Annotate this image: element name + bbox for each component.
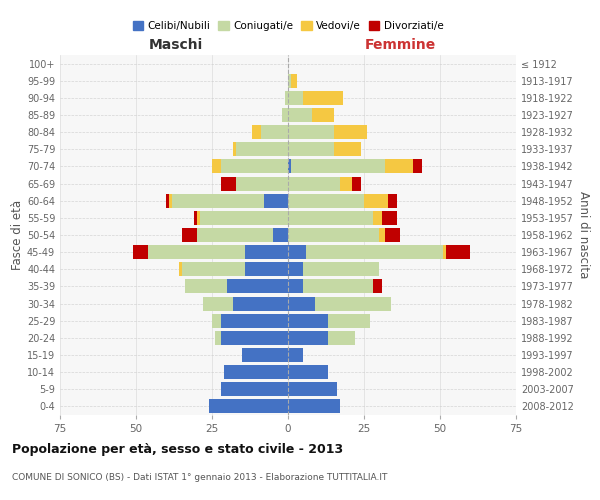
- Bar: [306, 245, 443, 259]
- Bar: [291, 160, 385, 173]
- Bar: [251, 125, 260, 139]
- Bar: [221, 314, 288, 328]
- Bar: [291, 74, 297, 88]
- Bar: [209, 400, 288, 413]
- Bar: [263, 194, 288, 207]
- Bar: [413, 160, 422, 173]
- Bar: [197, 228, 273, 242]
- Bar: [385, 160, 413, 173]
- Bar: [288, 160, 291, 173]
- Bar: [233, 142, 236, 156]
- Bar: [182, 228, 197, 242]
- Bar: [260, 125, 288, 139]
- Bar: [288, 142, 334, 156]
- Bar: [364, 194, 388, 207]
- Text: COMUNE DI SONICO (BS) - Dati ISTAT 1° gennaio 2013 - Elaborazione TUTTITALIA.IT: COMUNE DI SONICO (BS) - Dati ISTAT 1° ge…: [12, 472, 388, 482]
- Bar: [373, 280, 382, 293]
- Bar: [221, 382, 288, 396]
- Bar: [224, 365, 288, 379]
- Bar: [313, 108, 334, 122]
- Y-axis label: Anni di nascita: Anni di nascita: [577, 192, 590, 278]
- Bar: [288, 108, 313, 122]
- Bar: [194, 211, 197, 225]
- Bar: [133, 245, 148, 259]
- Bar: [288, 400, 340, 413]
- Bar: [285, 91, 288, 105]
- Bar: [169, 194, 172, 207]
- Bar: [288, 365, 328, 379]
- Bar: [385, 228, 400, 242]
- Bar: [388, 194, 397, 207]
- Bar: [166, 194, 169, 207]
- Text: Maschi: Maschi: [148, 38, 203, 52]
- Legend: Celibi/Nubili, Coniugati/e, Vedovi/e, Divorziati/e: Celibi/Nubili, Coniugati/e, Vedovi/e, Di…: [128, 17, 448, 36]
- Bar: [340, 176, 352, 190]
- Bar: [334, 142, 361, 156]
- Bar: [288, 262, 303, 276]
- Bar: [236, 142, 288, 156]
- Bar: [227, 280, 288, 293]
- Y-axis label: Fasce di età: Fasce di età: [11, 200, 24, 270]
- Bar: [197, 211, 200, 225]
- Bar: [288, 125, 334, 139]
- Bar: [288, 228, 379, 242]
- Bar: [288, 296, 316, 310]
- Bar: [242, 348, 288, 362]
- Bar: [288, 74, 291, 88]
- Bar: [288, 314, 328, 328]
- Bar: [446, 245, 470, 259]
- Bar: [182, 262, 245, 276]
- Bar: [303, 262, 379, 276]
- Bar: [200, 211, 288, 225]
- Bar: [443, 245, 446, 259]
- Bar: [316, 296, 391, 310]
- Bar: [379, 228, 385, 242]
- Bar: [203, 296, 233, 310]
- Text: Femmine: Femmine: [365, 38, 436, 52]
- Bar: [245, 245, 288, 259]
- Bar: [373, 211, 382, 225]
- Bar: [288, 194, 364, 207]
- Bar: [328, 314, 370, 328]
- Bar: [212, 160, 221, 173]
- Bar: [215, 331, 221, 345]
- Bar: [288, 91, 303, 105]
- Bar: [185, 280, 227, 293]
- Bar: [212, 314, 221, 328]
- Bar: [282, 108, 288, 122]
- Bar: [303, 280, 373, 293]
- Bar: [236, 176, 288, 190]
- Bar: [233, 296, 288, 310]
- Bar: [288, 348, 303, 362]
- Bar: [288, 211, 373, 225]
- Bar: [288, 245, 306, 259]
- Bar: [221, 176, 236, 190]
- Bar: [288, 176, 340, 190]
- Bar: [179, 262, 182, 276]
- Bar: [245, 262, 288, 276]
- Bar: [334, 125, 367, 139]
- Bar: [273, 228, 288, 242]
- Bar: [303, 91, 343, 105]
- Bar: [221, 331, 288, 345]
- Bar: [352, 176, 361, 190]
- Bar: [288, 280, 303, 293]
- Bar: [382, 211, 397, 225]
- Bar: [148, 245, 245, 259]
- Bar: [288, 331, 328, 345]
- Text: Popolazione per età, sesso e stato civile - 2013: Popolazione per età, sesso e stato civil…: [12, 442, 343, 456]
- Bar: [328, 331, 355, 345]
- Bar: [221, 160, 288, 173]
- Bar: [172, 194, 263, 207]
- Bar: [288, 382, 337, 396]
